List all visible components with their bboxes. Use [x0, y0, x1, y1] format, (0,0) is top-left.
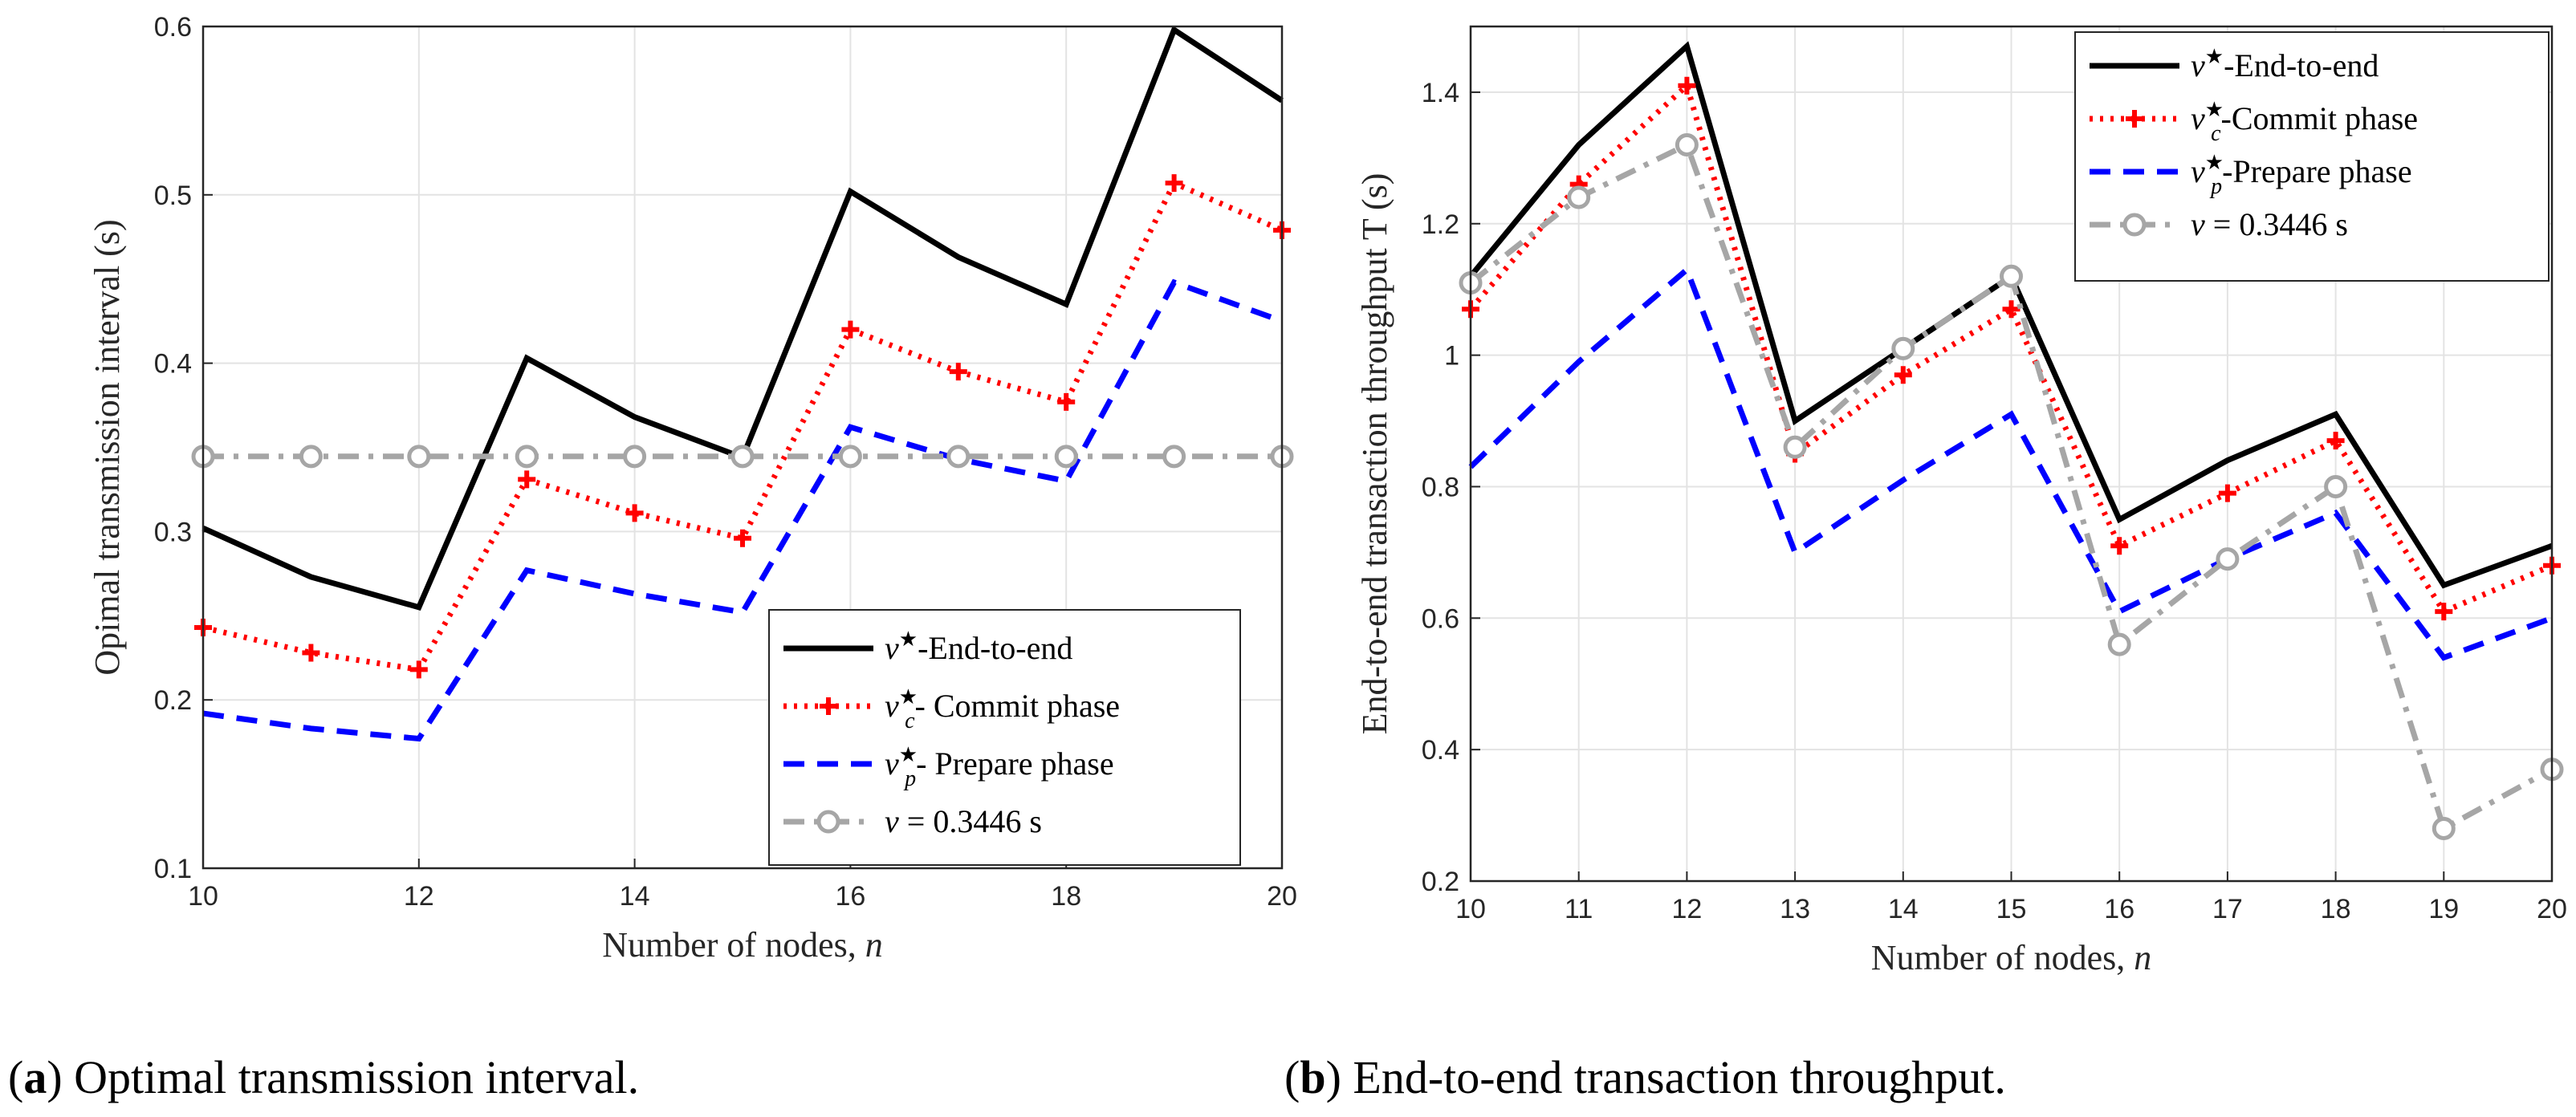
- chart1-series-3-point: [2216, 547, 2240, 571]
- chart1-xtick-label: 17: [2212, 894, 2243, 924]
- chart0-series-1-point: [949, 363, 967, 381]
- chart0-series-3-point: [946, 445, 971, 469]
- chart0-legend-label-2: v★ p- Prepare phase: [885, 743, 1114, 791]
- chart0-series-3-point: [1054, 445, 1078, 469]
- chart1-series-1-point: [2002, 300, 2021, 319]
- chart0-series-1-point: [841, 320, 860, 339]
- chart0-xtick-label: 18: [1051, 881, 1081, 912]
- chart1-series-1-line: [1468, 80, 2554, 615]
- chart1-series-1-point: [2435, 603, 2453, 621]
- chart0-legend-marker-3: [816, 810, 840, 834]
- chart1-legend-marker-1: [2126, 110, 2143, 128]
- chart0-series-1-point: [734, 529, 751, 547]
- chart1-xtick-label: 18: [2321, 894, 2351, 924]
- chart1-ytick-label: 1.4: [1422, 78, 1459, 108]
- chart1-series-1-point: [2110, 537, 2129, 555]
- chart1-legend-label-2: v★ p-Prepare phase: [2191, 151, 2412, 199]
- chart1-series-1-point: [1678, 76, 1696, 95]
- chart1-xtick-label: 13: [1780, 894, 1810, 924]
- chart0-legend-label-3: v = 0.3446 s: [885, 803, 1042, 839]
- chart0-xtick-label: 20: [1267, 881, 1297, 912]
- chart1-ylabel: End-to-end transaction throughput T (s): [1355, 173, 1394, 735]
- chart1-xtick-label: 19: [2428, 894, 2459, 924]
- chart1-series-1-point: [2326, 432, 2345, 450]
- chart1-ytick-label: 0.6: [1422, 603, 1459, 634]
- chart0-series-3-point: [838, 445, 862, 469]
- chart1-ytick-label: 0.8: [1422, 472, 1459, 502]
- chart0-series-1-point: [302, 644, 320, 662]
- chart0-ytick-label: 0.4: [154, 349, 192, 380]
- chart1-xtick-label: 14: [1888, 894, 1919, 924]
- chart1-xtick-label: 12: [1671, 894, 1702, 924]
- chart1-series-3-point: [1567, 185, 1591, 209]
- chart1-series-3-point: [2000, 264, 2023, 288]
- chart0-legend-label-1: v★ c- Commit phase: [885, 685, 1120, 733]
- chart0-axes-box: [201, 25, 1284, 870]
- chart1-xtick-label: 20: [2537, 894, 2567, 924]
- chart0-series-3-point: [299, 445, 323, 469]
- chart0-series-1-point: [625, 504, 644, 522]
- chart0-series-1-point: [518, 470, 536, 489]
- chart1-caption: (b) End-to-end transaction throughput.: [1284, 1051, 2006, 1103]
- chart1-legend-marker-3: [2122, 213, 2147, 237]
- chart0-xtick-label: 16: [835, 881, 865, 912]
- chart1-series-3-point: [2432, 816, 2456, 840]
- chart1-legend-label-3: v = 0.3446 s: [2191, 206, 2348, 242]
- chart0-series-1-point: [1165, 174, 1183, 193]
- chart0-ytick-label: 0.2: [154, 685, 192, 716]
- chart1-ytick-label: 1.2: [1422, 209, 1459, 240]
- chart0-xtick-label: 10: [188, 881, 218, 912]
- chart1-series-2-line: [1468, 265, 2554, 661]
- chart1-series-3-point: [2107, 632, 2131, 656]
- chart1-xlabel: Number of nodes, n: [1871, 938, 2152, 977]
- chart1-series-1-point: [1894, 366, 1912, 384]
- chart0-legend: v★-End-to-end v★ c- Commit phase v★ p- Prepa…: [768, 609, 1241, 866]
- chart1-xtick-label: 16: [2104, 894, 2134, 924]
- chart1-series-3-point: [1783, 435, 1807, 459]
- chart0-series-3-point: [407, 445, 431, 469]
- chart0-series-3-point: [1162, 445, 1186, 469]
- chart1-ytick-label: 1: [1444, 341, 1459, 372]
- chart0-xtick-label: 12: [404, 881, 434, 912]
- chart0-legend-marker-1: [820, 697, 837, 715]
- chart1-legend-box: [2074, 31, 2550, 282]
- chart1-xtick-label: 10: [1455, 894, 1486, 924]
- chart0-series-2-line: [202, 278, 1284, 742]
- chart0-series-3-point: [623, 445, 647, 469]
- chart0-ytick-label: 0.1: [154, 854, 192, 884]
- chart0-ytick-label: 0.6: [154, 12, 192, 43]
- chart0-series-3-point: [515, 445, 539, 469]
- chart0-plot: 10 12 14 16 18 20 0.1 0.2 0.3 0.4 0.5 0.6 Number of …: [8, 12, 1297, 1103]
- chart1-ytick-label: 0.2: [1422, 867, 1459, 897]
- chart0-legend-label-0: v★-End-to-end: [885, 628, 1072, 666]
- chart1-axes-box: [1469, 25, 2554, 883]
- chart1-xtick-label: 11: [1565, 894, 1593, 924]
- chart1-plot: 10 11 12 13 14 15 16 17 18 19 20 0.2 0.4 0.6 0.8 1 1.2 1.…: [1284, 25, 2567, 1103]
- chart1-series-3-point: [2324, 474, 2348, 498]
- chart0-xtick-label: 14: [620, 881, 650, 912]
- chart0-caption: (a) Optimal transmission interval.: [8, 1051, 639, 1103]
- chart1-ytick-label: 0.4: [1422, 735, 1459, 766]
- chart1-series-1-point: [2218, 484, 2236, 502]
- chart1-legend-label-0: v★-End-to-end: [2191, 45, 2379, 83]
- chart0-series-1-point: [1057, 392, 1076, 411]
- chart0-series-3-point: [730, 445, 755, 469]
- chart0-ytick-label: 0.3: [154, 517, 192, 547]
- chart1-legend: v★-End-to-end v★ c-Commit phase v★ p-Prepare…: [2074, 31, 2550, 282]
- chart0-xlabel: Number of nodes, n: [602, 925, 883, 965]
- chart0-ytick-label: 0.5: [154, 181, 192, 211]
- chart1-xtick-label: 15: [1996, 894, 2027, 924]
- chart1-series-3-point: [1891, 336, 1915, 360]
- chart0-ylabel: Opimal transmission interval (s): [87, 219, 127, 675]
- chart0-series-1-point: [409, 660, 428, 679]
- chart1-legend-label-1: v★ c-Commit phase: [2191, 98, 2418, 146]
- chart1-series-3-point: [1675, 132, 1699, 156]
